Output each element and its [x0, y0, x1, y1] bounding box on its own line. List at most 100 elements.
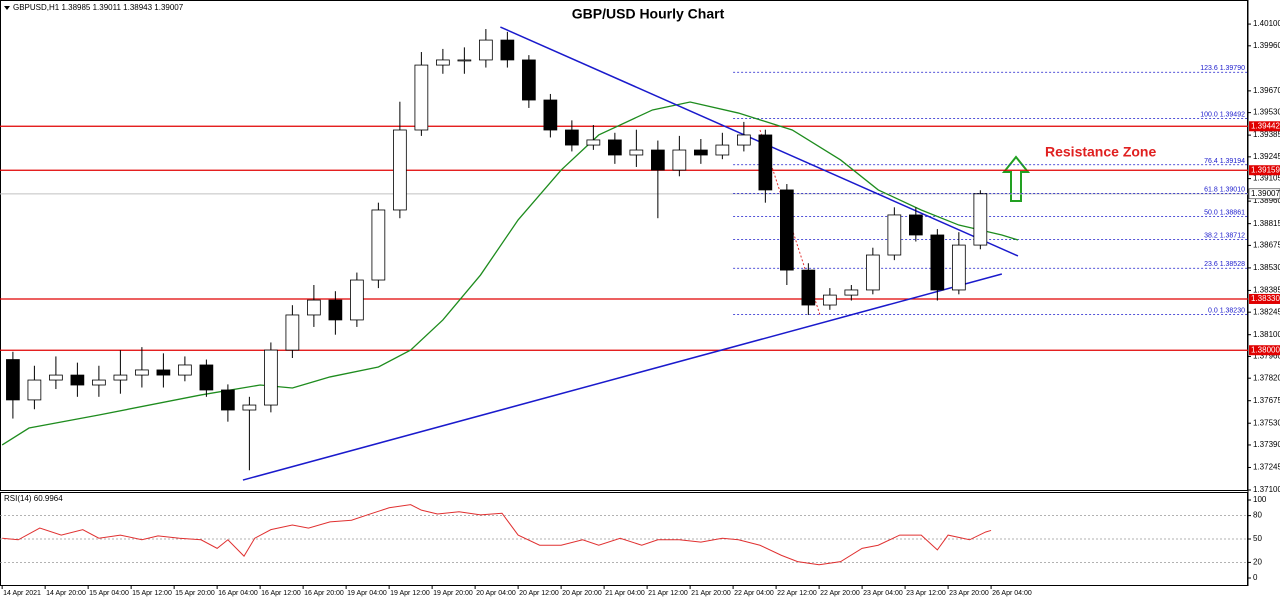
x-tick-label: 22 Apr 20:00 [820, 590, 860, 597]
x-tick-label: 22 Apr 12:00 [777, 590, 817, 597]
main-panel [0, 0, 1248, 491]
candle-body [758, 134, 773, 191]
y-tick-label: 50 [1253, 534, 1262, 543]
fib-ratio: 100.0 [1200, 111, 1218, 118]
symbol-marker [4, 6, 10, 10]
y-tick-label: 1.37100 [1253, 485, 1280, 494]
y-tick-label: 0 [1253, 573, 1258, 582]
x-tick-label: 23 Apr 04:00 [863, 590, 903, 597]
candle-body [350, 279, 364, 321]
candle-body [930, 234, 945, 291]
fib-ratio: 23.6 [1204, 261, 1218, 268]
candle-body [135, 369, 149, 376]
fib-ratio: 38.2 [1204, 232, 1218, 239]
candle-body [328, 299, 343, 321]
fib-label: 50.0 1.38861 [1204, 209, 1245, 216]
x-tick-label: 19 Apr 04:00 [347, 590, 387, 597]
fib-price: 1.38230 [1220, 307, 1245, 314]
candle-body [951, 244, 966, 291]
candle-body [608, 139, 622, 156]
fib-price: 1.39790 [1220, 65, 1245, 72]
candle-body [307, 299, 321, 316]
fib-ratio: 76.4 [1204, 158, 1218, 165]
candle-body [543, 99, 558, 131]
x-tick-label: 20 Apr 04:00 [476, 590, 516, 597]
candle-body [522, 59, 536, 101]
candle-body [565, 129, 579, 146]
y-tick-label: 100 [1253, 495, 1267, 504]
x-tick-label: 15 Apr 20:00 [175, 590, 215, 597]
fib-label: 38.2 1.38712 [1204, 232, 1245, 239]
candle-body [178, 364, 192, 376]
level-tag [1249, 165, 1280, 176]
candle-body [694, 149, 708, 156]
fib-label: 76.4 1.39194 [1204, 158, 1245, 165]
candle-body [156, 369, 171, 376]
fib-price: 1.38712 [1220, 232, 1245, 239]
candle-body [371, 209, 386, 281]
level-tag [1249, 121, 1280, 132]
current-price-label: 1.39007 [1251, 189, 1280, 198]
candle-body [844, 289, 859, 296]
x-tick-label: 23 Apr 12:00 [906, 590, 946, 597]
candle-body [27, 379, 42, 401]
candle-body [908, 214, 923, 236]
x-tick-label: 16 Apr 12:00 [261, 590, 301, 597]
fib-price: 1.39010 [1220, 186, 1245, 193]
chart-title: GBP/USD Hourly Chart [572, 6, 725, 22]
rsi-title: RSI(14) 60.9964 [4, 494, 63, 503]
candle-body [199, 364, 214, 391]
y-tick-label: 80 [1253, 511, 1262, 520]
fib-label: 123.6 1.39790 [1200, 65, 1245, 72]
level-label: 1.38000 [1251, 345, 1280, 354]
candle-body [457, 59, 472, 62]
candle-body [113, 374, 128, 381]
candle-body [221, 389, 235, 411]
candle-body [436, 59, 450, 66]
x-tick-label: 21 Apr 04:00 [605, 590, 645, 597]
fib-price: 1.39194 [1220, 158, 1245, 165]
level-label: 1.39442 [1251, 121, 1280, 130]
x-tick-label: 20 Apr 20:00 [562, 590, 602, 597]
candle-body [285, 314, 300, 351]
trend-line [242, 273, 1003, 481]
x-tick-label: 19 Apr 20:00 [433, 590, 473, 597]
level-tag [1249, 345, 1280, 356]
candle-body [92, 379, 106, 386]
y-tick-label: 1.39530 [1253, 108, 1280, 117]
level-label: 1.39159 [1251, 165, 1280, 174]
candle-body [49, 374, 63, 381]
x-tick-label: 16 Apr 04:00 [218, 590, 258, 597]
up-arrow [1001, 155, 1031, 202]
x-tick-label: 20 Apr 12:00 [519, 590, 559, 597]
candle-body [393, 129, 407, 211]
annotation: Resistance Zone [1045, 144, 1156, 160]
y-tick-label: 1.38960 [1253, 196, 1280, 205]
candle-body [887, 214, 902, 256]
x-tick-label: 21 Apr 12:00 [648, 590, 688, 597]
candle-body [6, 359, 20, 401]
fib-price: 1.38528 [1220, 261, 1245, 268]
candle-body [865, 254, 880, 291]
candle-body [737, 134, 751, 146]
fib-ratio: 50.0 [1204, 209, 1218, 216]
fib-price: 1.39492 [1220, 111, 1245, 118]
candle-body [500, 39, 515, 61]
x-tick-label: 23 Apr 20:00 [949, 590, 989, 597]
fib-price: 1.38861 [1220, 209, 1245, 216]
x-tick-label: 14 Apr 20:00 [46, 590, 86, 597]
moving-average [1, 101, 1019, 446]
fib-ratio: 0.0 [1208, 307, 1218, 314]
y-tick-label: 1.37245 [1253, 463, 1280, 472]
x-tick-label: 22 Apr 04:00 [734, 590, 774, 597]
candle-body [629, 149, 644, 156]
y-tick-label: 1.39245 [1253, 152, 1280, 161]
y-tick-label: 1.39105 [1253, 174, 1280, 183]
x-tick-label: 14 Apr 2021 [3, 590, 41, 597]
candle-body [973, 193, 988, 246]
fib-label: 100.0 1.39492 [1200, 111, 1245, 118]
y-tick-label: 1.38385 [1253, 286, 1280, 295]
candle-body [651, 149, 665, 171]
current-price-tag [1248, 188, 1280, 200]
